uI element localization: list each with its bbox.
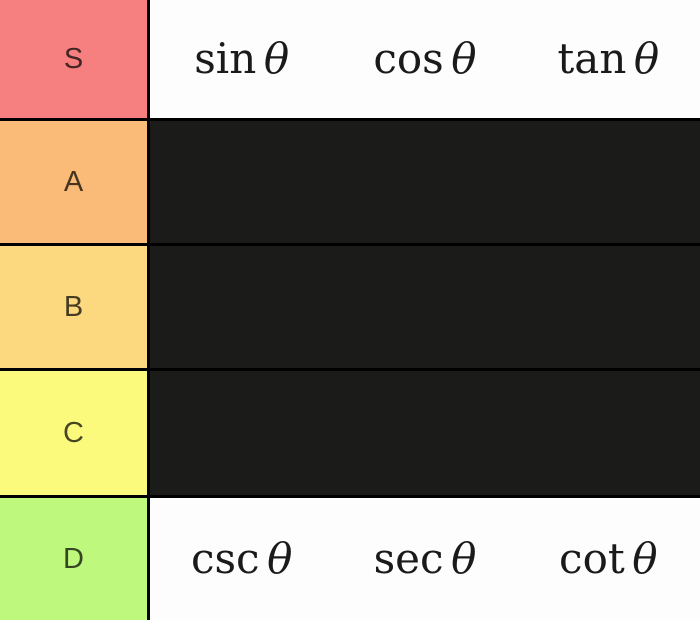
item-sin-theta-arg: θ	[263, 34, 290, 83]
tier-label-s: S	[0, 0, 150, 118]
item-sec-theta-arg: θ	[451, 534, 477, 583]
tier-label-c: C	[0, 371, 150, 495]
item-tan-theta[interactable]: tan θ	[517, 0, 700, 118]
tier-dropzone-a[interactable]	[150, 121, 700, 243]
tier-letter-s: S	[63, 42, 84, 75]
tier-letter-c: C	[63, 416, 84, 449]
tier-letter-a: A	[63, 165, 84, 198]
item-sin-theta[interactable]: sin θ	[150, 0, 333, 118]
item-tan-theta-arg: θ	[633, 34, 660, 83]
item-tan-theta-name: tan	[557, 34, 627, 83]
item-cos-theta[interactable]: cos θ	[333, 0, 516, 118]
tier-letter-b: B	[63, 290, 84, 323]
tier-dropzone-d[interactable]: csc θ sec θ cot θ	[150, 498, 700, 620]
item-cos-theta-name: cos	[373, 34, 444, 83]
tier-dropzone-c[interactable]	[150, 371, 700, 495]
item-csc-theta-arg: θ	[267, 534, 293, 583]
tier-dropzone-b[interactable]	[150, 246, 700, 368]
item-sin-theta-name: sin	[194, 34, 257, 83]
tier-letter-d: D	[63, 542, 84, 575]
tier-label-d: D	[0, 498, 150, 620]
tier-row-s: S sin θ cos θ tan θ	[0, 0, 700, 118]
tier-row-b: B	[0, 246, 700, 368]
item-cot-theta-arg: θ	[632, 534, 658, 583]
item-cos-theta-arg: θ	[451, 34, 477, 83]
item-csc-theta[interactable]: csc θ	[150, 498, 333, 620]
item-csc-theta-name: csc	[190, 534, 260, 583]
tier-row-c: C	[0, 371, 700, 495]
tier-row-a: A	[0, 121, 700, 243]
item-cot-theta[interactable]: cot θ	[517, 498, 700, 620]
tier-label-b: B	[0, 246, 150, 368]
tier-dropzone-s[interactable]: sin θ cos θ tan θ	[150, 0, 700, 118]
tier-label-a: A	[0, 121, 150, 243]
tier-row-d: D csc θ sec θ cot θ	[0, 498, 700, 620]
item-cot-theta-name: cot	[559, 534, 625, 583]
item-sec-theta-name: sec	[373, 534, 444, 583]
item-sec-theta[interactable]: sec θ	[333, 498, 516, 620]
